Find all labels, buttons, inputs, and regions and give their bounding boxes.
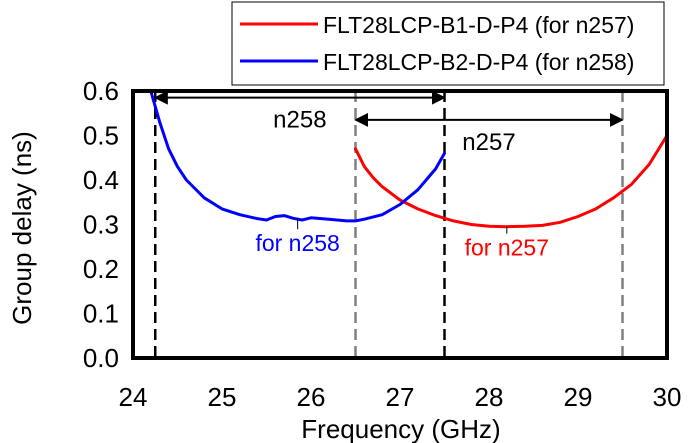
- y-tick-label: 0.1: [83, 299, 119, 329]
- y-tick-label: 0.5: [83, 121, 119, 151]
- y-tick-label: 0.2: [83, 254, 119, 284]
- y-tick-label: 0.4: [83, 165, 119, 195]
- y-tick-label: 0.0: [83, 343, 119, 373]
- x-tick-label: 27: [386, 382, 415, 412]
- x-tick-label: 29: [564, 382, 593, 412]
- series-line-n258: [149, 89, 446, 223]
- x-tick-label: 26: [297, 382, 326, 412]
- y-tick-label: 0.6: [83, 76, 119, 106]
- legend-label-n258: FLT28LCP-B2-D-P4 (for n258): [323, 49, 634, 75]
- legend-label-n257: FLT28LCP-B1-D-P4 (for n257): [323, 12, 634, 38]
- annotation-label: for n258: [255, 230, 339, 256]
- plot-area-frame: [131, 89, 669, 360]
- legend: FLT28LCP-B1-D-P4 (for n257) FLT28LCP-B2-…: [231, 1, 665, 86]
- x-tick-label: 24: [119, 382, 148, 412]
- x-tick-label: 30: [653, 382, 682, 412]
- range-label-n258: n258: [273, 107, 326, 134]
- series-line-n257: [354, 134, 669, 229]
- legend-frame: [231, 1, 665, 86]
- y-axis-title: Group delay (ns): [7, 131, 37, 325]
- x-tick-label: 25: [208, 382, 237, 412]
- x-axis-title: Frequency (GHz): [301, 414, 500, 443]
- x-tick-label: 28: [475, 382, 504, 412]
- annotation-label: for n257: [465, 235, 549, 261]
- range-label-n257: n257: [462, 129, 515, 156]
- y-tick-label: 0.3: [83, 210, 119, 240]
